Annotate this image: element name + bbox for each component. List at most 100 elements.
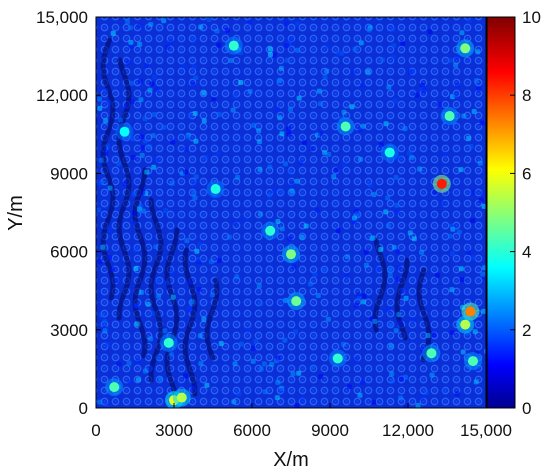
speckle-cell — [434, 272, 440, 278]
colorbar-tick-label: 2 — [522, 321, 531, 340]
speckle-cell — [97, 96, 103, 102]
speckle-cell — [287, 168, 293, 174]
speckle-cell — [289, 181, 295, 186]
speckle-cell — [361, 299, 367, 305]
speckle-cell — [116, 361, 122, 367]
speckle-cell — [144, 169, 150, 175]
speckle-cell — [335, 50, 341, 56]
speckle-cell — [471, 255, 476, 261]
speckle-cell — [314, 207, 320, 213]
speckle-cell — [193, 174, 199, 180]
y-axis-title: Y/m — [5, 195, 27, 231]
speckle-cell — [283, 161, 288, 167]
hotspot-point — [460, 43, 471, 54]
speckle-cell — [138, 289, 144, 295]
speckle-cell — [283, 297, 289, 303]
speckle-cell — [291, 264, 297, 270]
speckle-cell — [140, 189, 146, 195]
speckle-cell — [128, 39, 134, 45]
speckle-cell — [226, 234, 232, 240]
speckle-cell — [363, 262, 369, 268]
speckle-cell — [322, 74, 328, 80]
hotspot-point — [210, 184, 221, 195]
y-tick-label: 3000 — [50, 321, 88, 340]
hotspot-point — [468, 356, 478, 367]
speckle-cell — [341, 161, 347, 167]
speckle-cell — [477, 160, 483, 166]
speckle-cell — [386, 84, 392, 90]
speckle-cell — [472, 329, 478, 335]
speckle-cell — [215, 151, 221, 157]
speckle-cell — [331, 174, 337, 180]
speckle-cell — [482, 265, 486, 271]
speckle-cell — [118, 117, 124, 123]
speckle-cell — [169, 270, 175, 276]
speckle-cell — [131, 191, 137, 197]
speckle-cell — [165, 44, 170, 50]
hotspot-point — [265, 225, 276, 236]
speckle-cell — [410, 68, 416, 74]
speckle-cell — [102, 318, 108, 324]
hotspot-point — [384, 147, 395, 158]
speckle-cell — [125, 19, 130, 24]
speckle-cell — [267, 192, 272, 198]
speckle-cell — [325, 316, 331, 322]
speckle-cell — [150, 310, 156, 316]
speckle-cell — [442, 151, 448, 157]
speckle-cell — [256, 128, 262, 134]
plot-area — [96, 17, 486, 408]
speckle-cell — [201, 90, 207, 96]
speckle-cell — [110, 266, 116, 272]
speckle-cell — [136, 206, 142, 212]
speckle-cell — [357, 392, 363, 398]
speckle-cell — [284, 57, 290, 63]
speckle-cell — [318, 374, 324, 380]
speckle-cell — [468, 144, 474, 149]
x-tick-label: 9000 — [311, 421, 349, 440]
speckle-cell — [153, 244, 159, 250]
speckle-cell — [449, 330, 455, 336]
speckle-cell — [147, 87, 153, 93]
speckle-cell — [127, 25, 133, 31]
hotspot-point — [340, 121, 351, 132]
x-tick-label: 15,000 — [460, 421, 512, 440]
speckle-cell — [257, 166, 263, 172]
speckle-cell — [406, 150, 412, 156]
speckle-cell — [431, 332, 437, 338]
speckle-cell — [286, 131, 292, 137]
hotspot-point — [286, 249, 296, 260]
speckle-cell — [156, 293, 162, 299]
speckle-cell — [309, 364, 315, 370]
speckle-cell — [334, 167, 339, 173]
speckle-cell — [480, 271, 486, 277]
speckle-cell — [419, 395, 425, 401]
speckle-cell — [275, 106, 280, 112]
speckle-cell — [110, 30, 116, 36]
speckle-cell — [380, 57, 385, 63]
speckle-cell — [203, 154, 209, 160]
speckle-cell — [198, 24, 204, 30]
hotspot-point — [436, 178, 447, 189]
speckle-cell — [170, 139, 176, 145]
speckle-cell — [151, 112, 157, 117]
dark-band — [148, 197, 164, 383]
speckle-cell — [150, 133, 156, 139]
speckle-cell — [164, 280, 170, 286]
speckle-cell — [449, 287, 455, 293]
speckle-cell — [107, 185, 113, 191]
speckle-cell — [371, 399, 377, 405]
speckle-cell — [258, 366, 264, 372]
speckle-cell — [154, 157, 159, 163]
speckle-cell — [360, 123, 366, 129]
hotspot-point — [176, 392, 187, 403]
speckle-cell — [139, 134, 145, 140]
x-tick-label: 0 — [91, 421, 100, 440]
speckle-cell — [232, 93, 238, 99]
speckle-cell — [170, 294, 176, 300]
speckle-cell — [193, 75, 199, 81]
speckle-cell — [142, 116, 148, 122]
speckle-cell — [253, 339, 259, 344]
speckle-cell — [130, 154, 136, 160]
speckle-cell — [363, 249, 369, 255]
speckle-cell — [473, 78, 479, 84]
